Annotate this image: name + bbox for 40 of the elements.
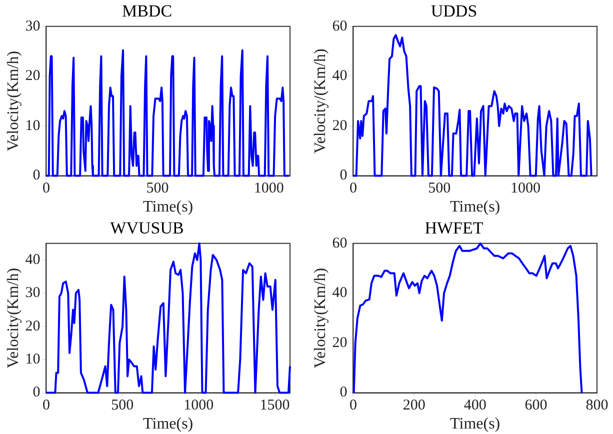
x-tick-label: 200 xyxy=(402,398,426,414)
x-axis-title: Time(s) xyxy=(450,416,500,433)
y-tick-label: 20 xyxy=(25,318,40,334)
y-axis-title: Velocity(Km/h) xyxy=(312,268,329,368)
y-tick-label: 0 xyxy=(340,168,348,184)
x-tick-label: 400 xyxy=(464,398,486,414)
y-tick-label: 40 xyxy=(25,252,40,268)
y-tick-label: 0 xyxy=(32,384,40,401)
x-tick-label: 500 xyxy=(146,180,169,197)
y-tick-label: 20 xyxy=(25,68,40,84)
y-axis-title: Velocity(Km/h) xyxy=(4,268,22,368)
x-axis-title: Time(s) xyxy=(450,198,500,216)
x-tick-label: 600 xyxy=(524,398,548,414)
y-tick-label: 20 xyxy=(332,334,348,351)
chart-title: HWFET xyxy=(424,218,484,238)
y-tick-label: 10 xyxy=(25,352,40,368)
x-tick-label: 800 xyxy=(586,398,608,414)
y-tick-label: 60 xyxy=(332,18,348,34)
x-tick-label: 1500 xyxy=(260,398,290,414)
y-tick-label: 40 xyxy=(332,285,348,302)
x-tick-label: 1000 xyxy=(510,180,540,197)
y-tick-label: 30 xyxy=(25,18,40,34)
x-axis-title: Time(s) xyxy=(143,198,194,216)
y-tick-label: 20 xyxy=(332,118,348,134)
y-tick-label: 30 xyxy=(25,285,40,302)
y-tick-label: 0 xyxy=(32,168,40,184)
x-tick-label: 1000 xyxy=(184,398,214,414)
y-axis-title: Velocity(Km/h) xyxy=(4,50,22,152)
chart-title: MBDC xyxy=(122,2,172,21)
y-tick-label: 40 xyxy=(332,68,348,84)
y-tick-label: 10 xyxy=(25,118,40,134)
y-axis-title: Velocity/(Km/h) xyxy=(312,48,329,154)
x-tick-label: 500 xyxy=(428,180,451,197)
y-tick-label: 0 xyxy=(340,384,348,401)
y-tick-label: 60 xyxy=(332,235,348,252)
chart-title: WVUSUB xyxy=(110,218,184,238)
x-tick-label: 500 xyxy=(111,398,134,414)
x-tick-label: 1000 xyxy=(254,180,284,197)
chart-title: UDDS xyxy=(430,2,478,21)
x-axis-title: Time(s) xyxy=(143,416,194,433)
